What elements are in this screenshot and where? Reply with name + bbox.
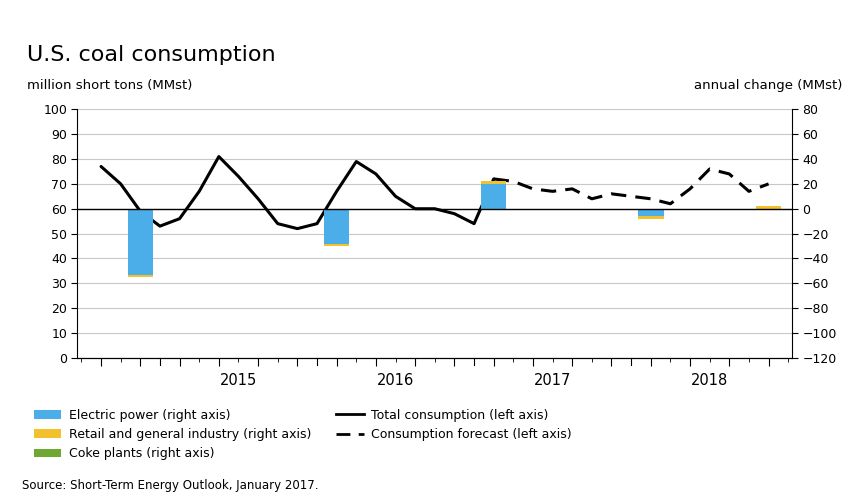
Bar bbox=[324, 244, 350, 246]
Text: U.S. coal consumption: U.S. coal consumption bbox=[28, 45, 276, 65]
Text: 2015: 2015 bbox=[220, 373, 257, 388]
Bar bbox=[127, 274, 153, 277]
Bar bbox=[481, 184, 506, 209]
Text: 2018: 2018 bbox=[691, 373, 728, 388]
Text: Source: Short-Term Energy Outlook, January 2017.: Source: Short-Term Energy Outlook, Janua… bbox=[22, 479, 318, 492]
Bar bbox=[481, 181, 506, 184]
Bar bbox=[127, 209, 153, 277]
Bar bbox=[324, 209, 350, 246]
Text: million short tons (MMst): million short tons (MMst) bbox=[28, 79, 193, 92]
Legend: Electric power (right axis), Retail and general industry (right axis), Coke plan: Electric power (right axis), Retail and … bbox=[34, 409, 572, 460]
Text: annual change (MMst): annual change (MMst) bbox=[694, 79, 842, 92]
Text: 2016: 2016 bbox=[377, 373, 414, 388]
Bar bbox=[638, 216, 664, 219]
Bar bbox=[638, 209, 664, 219]
Bar bbox=[756, 206, 781, 209]
Text: 2017: 2017 bbox=[534, 373, 572, 388]
